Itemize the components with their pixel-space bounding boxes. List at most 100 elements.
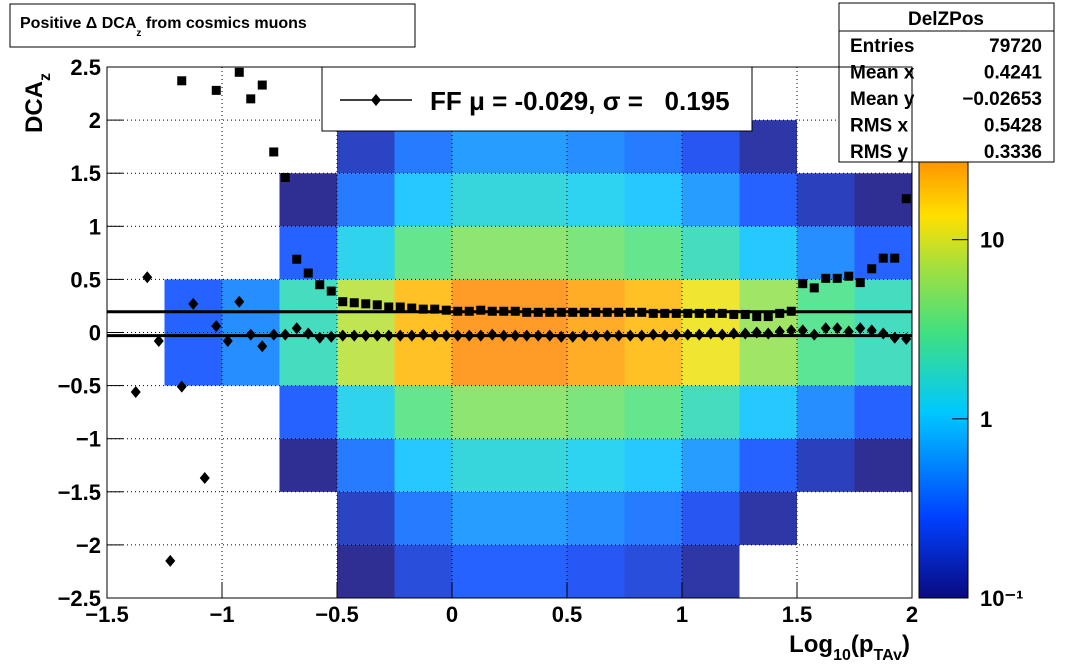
heat-cell <box>624 438 682 492</box>
mean-point <box>694 328 705 341</box>
rms-point <box>717 308 727 318</box>
heat-cell <box>509 173 567 227</box>
heat-cell <box>739 491 797 545</box>
heat-cell <box>222 438 280 492</box>
stats-key: Mean y <box>850 89 915 110</box>
heat-cell <box>624 385 682 439</box>
z-tick-label: 10⁻¹ <box>980 586 1023 611</box>
mean-point <box>498 329 509 342</box>
mean-point <box>901 332 912 345</box>
mean-point <box>510 329 521 342</box>
y-tick-label: 2.5 <box>70 55 101 80</box>
mean-point <box>429 329 440 342</box>
heat-cell <box>107 544 165 598</box>
mean-point <box>464 329 475 342</box>
mean-point <box>705 327 716 340</box>
mean-point <box>268 328 279 341</box>
heat-cell <box>107 491 165 545</box>
heat-cell <box>854 491 912 545</box>
rms-point <box>510 306 520 316</box>
rms-point <box>625 307 635 317</box>
heat-cell <box>739 385 797 439</box>
heat-cell <box>797 544 855 598</box>
mean-point <box>740 327 751 340</box>
rms-point <box>315 280 325 290</box>
mean-point <box>579 329 590 342</box>
rms-point <box>568 307 578 317</box>
rms-point <box>809 283 819 293</box>
mean-point <box>406 329 417 342</box>
mean-point <box>590 329 601 342</box>
legend-marker <box>371 94 381 106</box>
mean-point <box>866 324 877 337</box>
rms-point <box>269 147 279 157</box>
rms-point <box>648 308 658 318</box>
heat-cell <box>797 491 855 545</box>
mean-point <box>188 297 199 310</box>
rms-point <box>855 278 865 288</box>
rms-point <box>326 286 336 296</box>
heat-cell <box>509 279 567 333</box>
heat-cell <box>164 120 222 174</box>
mean-point <box>418 328 429 341</box>
rms-point <box>499 306 509 316</box>
y-tick-label: 1.5 <box>70 161 101 186</box>
rms-point <box>740 309 750 319</box>
heat-cell <box>739 279 797 333</box>
heat-cell <box>509 491 567 545</box>
rms-point <box>395 302 405 312</box>
rms-point <box>637 307 647 317</box>
y-tick-label: −0.5 <box>58 374 101 399</box>
rms-point <box>729 309 739 319</box>
y-tick-label: 2 <box>89 108 101 133</box>
heat-cell <box>394 491 452 545</box>
mean-point <box>613 329 624 342</box>
mean-point <box>567 330 578 343</box>
heat-cell <box>279 438 337 492</box>
x-tick-label: 0.5 <box>552 602 583 627</box>
heat-cell <box>797 173 855 227</box>
rms-point <box>775 308 785 318</box>
heat-cell <box>739 173 797 227</box>
rms-point <box>752 312 762 322</box>
heat-cell <box>854 385 912 439</box>
heat-cell <box>797 385 855 439</box>
mean-point <box>475 329 486 342</box>
mean-point <box>544 329 555 342</box>
rms-point <box>832 273 842 283</box>
heat-cell <box>394 226 452 280</box>
heat-cell <box>222 226 280 280</box>
mean-point <box>280 328 291 341</box>
x-tick-label: 1.5 <box>782 602 813 627</box>
heat-cell <box>164 385 222 439</box>
mean-point <box>751 326 762 339</box>
heat-cell <box>682 332 740 386</box>
heat-cell <box>279 491 337 545</box>
heat-cell <box>222 67 280 121</box>
heat-cell <box>682 438 740 492</box>
rms-point <box>591 307 601 317</box>
heat-cell <box>337 438 395 492</box>
heat-cell <box>222 120 280 174</box>
heat-cell <box>567 491 625 545</box>
mean-point <box>602 329 613 342</box>
y-tick-label: −1.5 <box>58 480 101 505</box>
heat-cell <box>394 385 452 439</box>
heat-cell <box>567 279 625 333</box>
rms-point <box>464 306 474 316</box>
mean-point <box>671 328 682 341</box>
heat-cell <box>567 544 625 598</box>
mean-point <box>360 329 371 342</box>
x-tick-label: −0.5 <box>315 602 358 627</box>
mean-point <box>314 331 325 344</box>
xlabel-part: Log <box>789 631 833 658</box>
heat-cell <box>624 544 682 598</box>
heat-cell <box>739 226 797 280</box>
ylabel-part: DCA <box>21 81 48 133</box>
stats-value: 0.5428 <box>984 116 1042 137</box>
title-box <box>9 3 416 48</box>
heat-cell <box>452 491 510 545</box>
heat-cell <box>682 544 740 598</box>
mean-point <box>832 322 843 335</box>
xlabel-sub: 10 <box>833 647 851 664</box>
